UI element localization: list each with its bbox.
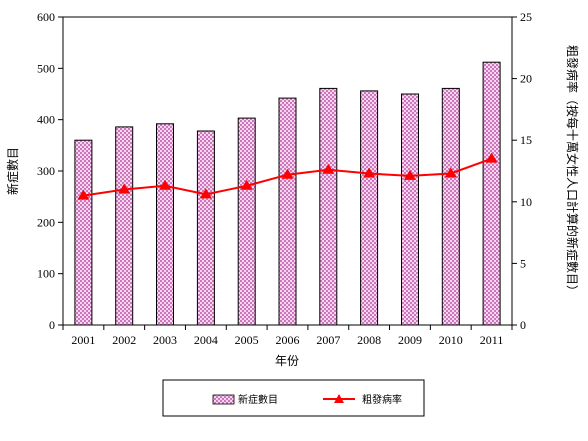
bar-2009 [401, 93, 419, 326]
y-axis-left-title: 新症數目 [5, 147, 20, 195]
x-tick-label: 2008 [357, 333, 381, 347]
rate-marker-2007 [322, 163, 335, 174]
bar-2011 [482, 61, 501, 326]
y-left-tick-label: 0 [49, 318, 55, 332]
y-left-tick-label: 100 [37, 267, 55, 281]
x-tick-label: 2009 [398, 333, 422, 347]
y-left-tick-label: 400 [37, 113, 55, 127]
bars-layer [74, 61, 501, 326]
legend-swatch-bars [212, 394, 235, 405]
line-layer [77, 152, 498, 200]
x-tick-label: 2010 [439, 333, 463, 347]
y-right-tick-label: 10 [520, 195, 532, 209]
legend-label-line: 粗發病率 [362, 393, 402, 406]
legend: 新症數目 粗發病率 [162, 379, 425, 417]
rate-marker-2009 [403, 169, 416, 180]
bar-2003 [156, 123, 174, 326]
bar-2007 [319, 87, 338, 326]
bar-2010 [441, 87, 460, 326]
y-axis-right-title: 粗發病率（按每十萬女性人口計算的新症數目） [565, 45, 580, 297]
x-tick-label: 2007 [316, 333, 340, 347]
y-left-tick-label: 600 [37, 10, 55, 24]
rate-marker-2001 [77, 189, 90, 200]
rate-marker-2006 [281, 168, 294, 179]
bar-2001 [74, 139, 93, 326]
y-left-tick-label: 500 [37, 61, 55, 75]
bar-2006 [278, 97, 297, 326]
rate-marker-2004 [199, 188, 212, 199]
bar-2002 [115, 126, 134, 326]
rate-marker-2008 [363, 167, 376, 178]
y-left-tick-label: 300 [37, 164, 55, 178]
x-tick-label: 2011 [480, 333, 504, 347]
y-right-tick-label: 15 [520, 133, 532, 147]
rate-marker-2002 [118, 183, 131, 194]
legend-box [162, 379, 425, 417]
legend-swatch-marker [334, 394, 344, 403]
y-right-tick-label: 0 [520, 318, 526, 332]
y-left-tick-label: 200 [37, 215, 55, 229]
bar-2004 [196, 130, 215, 326]
x-tick-label: 2003 [153, 333, 177, 347]
axes-layer: 0 100 200 300 400 500 600 0 5 10 15 20 25 2001 2002 200… [37, 10, 532, 347]
x-tick-label: 2001 [71, 333, 95, 347]
x-tick-label: 2002 [112, 333, 136, 347]
x-tick-label: 2004 [194, 333, 218, 347]
rate-marker-2005 [240, 179, 253, 190]
rate-marker-2003 [159, 179, 172, 190]
x-tick-label: 2005 [235, 333, 259, 347]
bar-2005 [237, 117, 256, 326]
x-axis-title: 年份 [275, 354, 299, 368]
y-right-tick-label: 20 [520, 72, 532, 86]
bar-2008 [360, 90, 379, 326]
y-right-tick-label: 5 [520, 256, 526, 270]
rate-marker-2011 [485, 152, 498, 163]
x-tick-label: 2006 [276, 333, 300, 347]
rate-marker-2010 [444, 167, 457, 178]
legend-label-bars: 新症數目 [238, 393, 278, 406]
y-right-tick-label: 25 [520, 10, 532, 24]
